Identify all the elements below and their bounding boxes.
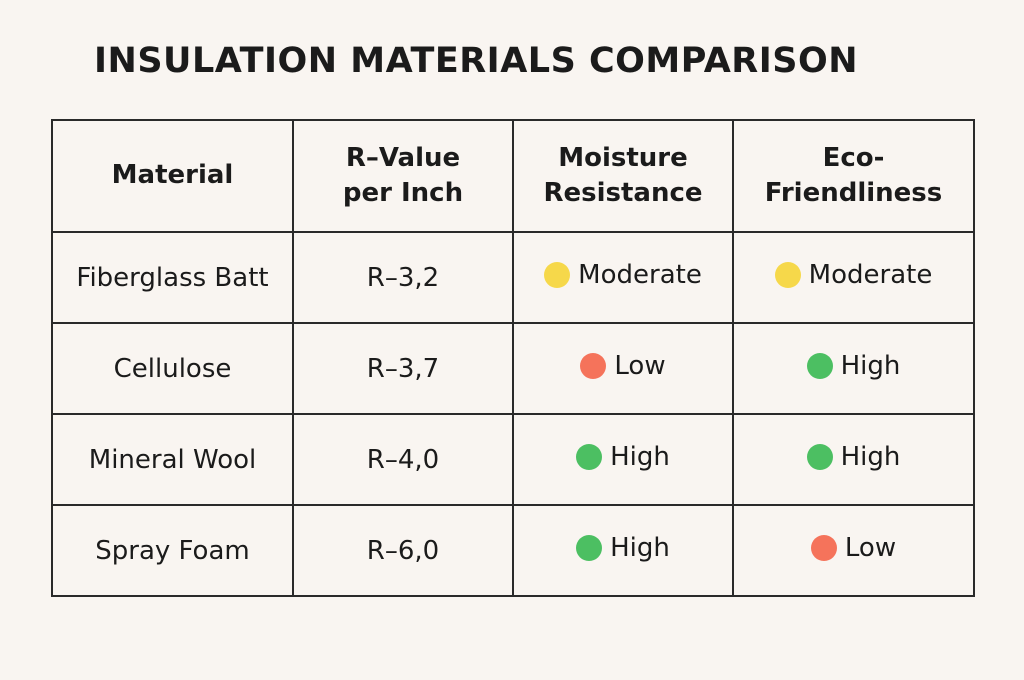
cell-eco-friendliness: Moderate: [732, 231, 975, 324]
rating-label: Low: [844, 533, 897, 563]
cell-eco-friendliness: High: [732, 413, 975, 506]
rating-label: Moderate: [578, 260, 702, 290]
material-name: Spray Foam: [95, 535, 250, 566]
rating-badge: High: [806, 442, 901, 472]
cell-r-value: R–6,0: [292, 504, 514, 597]
rating-high-dot-icon: [576, 444, 603, 470]
r-value: R–4,0: [366, 444, 440, 475]
table-row: Mineral Wool R–4,0 High High: [51, 413, 975, 506]
page-title: INSULATION MATERIALS COMPARISON: [94, 41, 859, 81]
cell-moisture-resistance: Moderate: [512, 231, 734, 324]
cell-r-value: R–3,2: [292, 231, 514, 324]
rating-moderate-dot-icon: [774, 262, 801, 288]
cell-moisture-resistance: Low: [512, 322, 734, 415]
rating-label: High: [840, 351, 901, 381]
cell-eco-friendliness: Low: [732, 504, 975, 597]
rating-label: High: [610, 442, 670, 472]
header-row: Material R–Value per Inch Moisture Resis…: [51, 119, 975, 233]
cell-material: Cellulose: [51, 322, 294, 415]
material-name: Cellulose: [113, 353, 232, 384]
rating-badge: Low: [810, 533, 897, 563]
rating-badge: High: [806, 351, 901, 381]
rating-badge: Low: [580, 351, 666, 381]
header-eco-friendliness: Eco- Friendliness: [732, 119, 975, 233]
rating-moderate-dot-icon: [544, 262, 571, 288]
header-moisture-resistance: Moisture Resistance: [512, 119, 734, 233]
rating-label: High: [840, 442, 901, 472]
rating-badge: High: [576, 442, 670, 472]
table-body: Fiberglass Batt R–3,2 Moderate Moderate Cell…: [51, 231, 975, 597]
rating-badge: Moderate: [544, 260, 702, 290]
material-name: Mineral Wool: [88, 444, 257, 475]
header-material: Material: [51, 119, 294, 233]
cell-eco-friendliness: High: [732, 322, 975, 415]
material-name: Fiberglass Batt: [76, 262, 269, 293]
rating-label: Low: [614, 351, 666, 381]
rating-high-dot-icon: [576, 535, 603, 561]
cell-material: Spray Foam: [51, 504, 294, 597]
table-row: Spray Foam R–6,0 High Low: [51, 504, 975, 597]
rating-badge: High: [576, 533, 670, 563]
table-row: Fiberglass Batt R–3,2 Moderate Moderate: [51, 231, 975, 324]
cell-r-value: R–4,0: [292, 413, 514, 506]
r-value: R–3,2: [366, 262, 440, 293]
header-r-value: R–Value per Inch: [292, 119, 514, 233]
rating-low-dot-icon: [580, 353, 607, 379]
r-value: R–3,7: [366, 353, 440, 384]
comparison-table: Material R–Value per Inch Moisture Resis…: [51, 119, 975, 597]
rating-badge: Moderate: [774, 260, 933, 290]
rating-label: High: [610, 533, 670, 563]
rating-high-dot-icon: [806, 353, 833, 379]
cell-material: Fiberglass Batt: [51, 231, 294, 324]
rating-label: Moderate: [808, 260, 933, 290]
cell-material: Mineral Wool: [51, 413, 294, 506]
cell-moisture-resistance: High: [512, 504, 734, 597]
r-value: R–6,0: [366, 535, 440, 566]
rating-low-dot-icon: [810, 535, 837, 561]
cell-r-value: R–3,7: [292, 322, 514, 415]
table-row: Cellulose R–3,7 Low High: [51, 322, 975, 415]
cell-moisture-resistance: High: [512, 413, 734, 506]
rating-high-dot-icon: [806, 444, 833, 470]
